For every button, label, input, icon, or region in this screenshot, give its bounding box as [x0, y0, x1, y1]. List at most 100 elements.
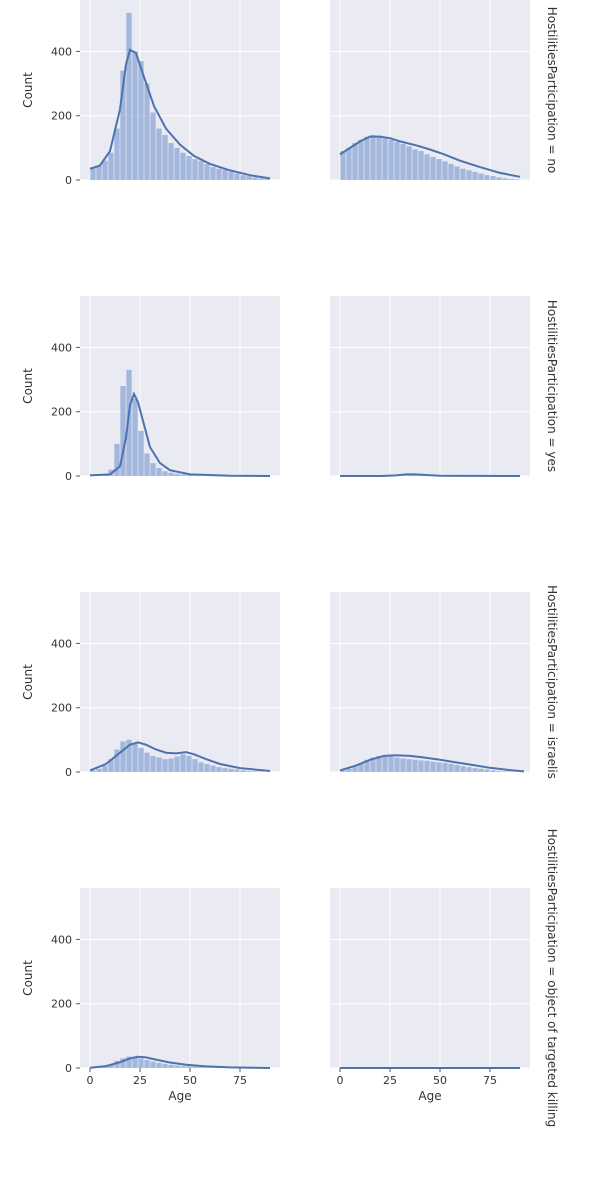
- ytick-label: 400: [51, 341, 72, 354]
- hist-bar: [382, 756, 387, 772]
- hist-bar: [234, 769, 239, 772]
- plot-background: [330, 592, 530, 772]
- hist-bar: [430, 157, 435, 180]
- hist-bar: [144, 454, 149, 477]
- hist-bar: [406, 146, 411, 180]
- hist-bar: [156, 468, 161, 476]
- hist-bar: [400, 759, 405, 773]
- hist-bar: [246, 771, 251, 772]
- panel-r3-c1: 0255075AgeHostilitiesParticipation = obj…: [330, 829, 559, 1128]
- hist-bar: [228, 172, 233, 180]
- hist-bar: [394, 142, 399, 180]
- hist-bar: [162, 135, 167, 180]
- hist-bar: [186, 156, 191, 180]
- hist-bar: [436, 762, 441, 772]
- hist-bar: [358, 140, 363, 180]
- hist-bar: [114, 129, 119, 180]
- figure-svg: 0200400CountHostilitiesParticipation = n…: [0, 0, 600, 1200]
- row-label: HostilitiesParticipation = yes: [545, 300, 559, 472]
- hist-bar: [192, 159, 197, 180]
- hist-bar: [406, 759, 411, 772]
- hist-bar: [490, 176, 495, 180]
- hist-bar: [514, 179, 519, 180]
- hist-bar: [418, 151, 423, 180]
- ytick-label: 200: [51, 110, 72, 123]
- panel-r1-c0: 0200400Count: [21, 296, 280, 483]
- hist-bar: [388, 757, 393, 772]
- hist-bar: [418, 760, 423, 772]
- hist-bar: [174, 474, 179, 476]
- hist-bar: [138, 748, 143, 772]
- hist-bar: [180, 474, 185, 476]
- hist-bar: [478, 769, 483, 772]
- hist-bar: [198, 161, 203, 180]
- hist-bar: [400, 144, 405, 180]
- hist-bar: [454, 167, 459, 181]
- hist-bar: [168, 143, 173, 180]
- hist-bar: [138, 431, 143, 476]
- hist-bar: [144, 84, 149, 180]
- hist-bar: [234, 174, 239, 180]
- hist-bar: [198, 762, 203, 772]
- hist-bar: [496, 771, 501, 772]
- hist-bar: [174, 757, 179, 772]
- hist-bar: [240, 770, 245, 772]
- hist-bar: [466, 170, 471, 180]
- hist-bar: [168, 759, 173, 773]
- hist-bar: [138, 61, 143, 180]
- hist-bar: [162, 759, 167, 772]
- xtick-label: 75: [233, 1074, 247, 1087]
- hist-bar: [102, 766, 107, 772]
- hist-bar: [496, 177, 501, 180]
- hist-bar: [126, 13, 131, 180]
- plot-background: [80, 296, 280, 476]
- xtick-label: 75: [483, 1074, 497, 1087]
- hist-bar: [120, 741, 125, 772]
- hist-bar: [186, 1066, 191, 1068]
- hist-bar: [216, 169, 221, 180]
- hist-bar: [228, 769, 233, 772]
- panel-r0-c0: 0200400Count: [21, 0, 280, 187]
- hist-bar: [156, 129, 161, 180]
- ytick-label: 0: [65, 174, 72, 187]
- hist-bar: [156, 1063, 161, 1068]
- xlabel: Age: [168, 1089, 191, 1103]
- hist-bar: [352, 143, 357, 180]
- row-label: HostilitiesParticipation = israelis: [545, 585, 559, 779]
- hist-bar: [240, 175, 245, 180]
- ylabel: Count: [21, 960, 35, 996]
- hist-bar: [168, 1065, 173, 1068]
- hist-bar: [388, 140, 393, 180]
- hist-bar: [376, 137, 381, 180]
- xtick-label: 50: [433, 1074, 447, 1087]
- hist-bar: [210, 167, 215, 180]
- row-label: HostilitiesParticipation = object of tar…: [545, 829, 559, 1128]
- hist-bar: [424, 761, 429, 772]
- plot-background: [80, 888, 280, 1068]
- hist-bar: [108, 153, 113, 180]
- hist-bar: [340, 151, 345, 180]
- xtick-label: 0: [337, 1074, 344, 1087]
- hist-bar: [156, 758, 161, 772]
- hist-bar: [364, 137, 369, 180]
- hist-bar: [424, 154, 429, 180]
- hist-bar: [150, 463, 155, 476]
- ytick-label: 0: [65, 470, 72, 483]
- hist-bar: [454, 765, 459, 772]
- facet-grid: 0200400CountHostilitiesParticipation = n…: [0, 0, 600, 1200]
- hist-bar: [412, 760, 417, 772]
- hist-bar: [222, 768, 227, 772]
- hist-bar: [472, 768, 477, 772]
- ytick-label: 200: [51, 702, 72, 715]
- ytick-label: 200: [51, 406, 72, 419]
- ytick-label: 200: [51, 998, 72, 1011]
- hist-bar: [198, 1067, 203, 1068]
- hist-bar: [472, 172, 477, 180]
- hist-bar: [96, 769, 101, 772]
- hist-bar: [138, 1058, 143, 1068]
- plot-background: [330, 296, 530, 476]
- hist-bar: [442, 763, 447, 772]
- hist-bar: [370, 135, 375, 180]
- hist-bar: [466, 767, 471, 772]
- hist-bar: [144, 1060, 149, 1068]
